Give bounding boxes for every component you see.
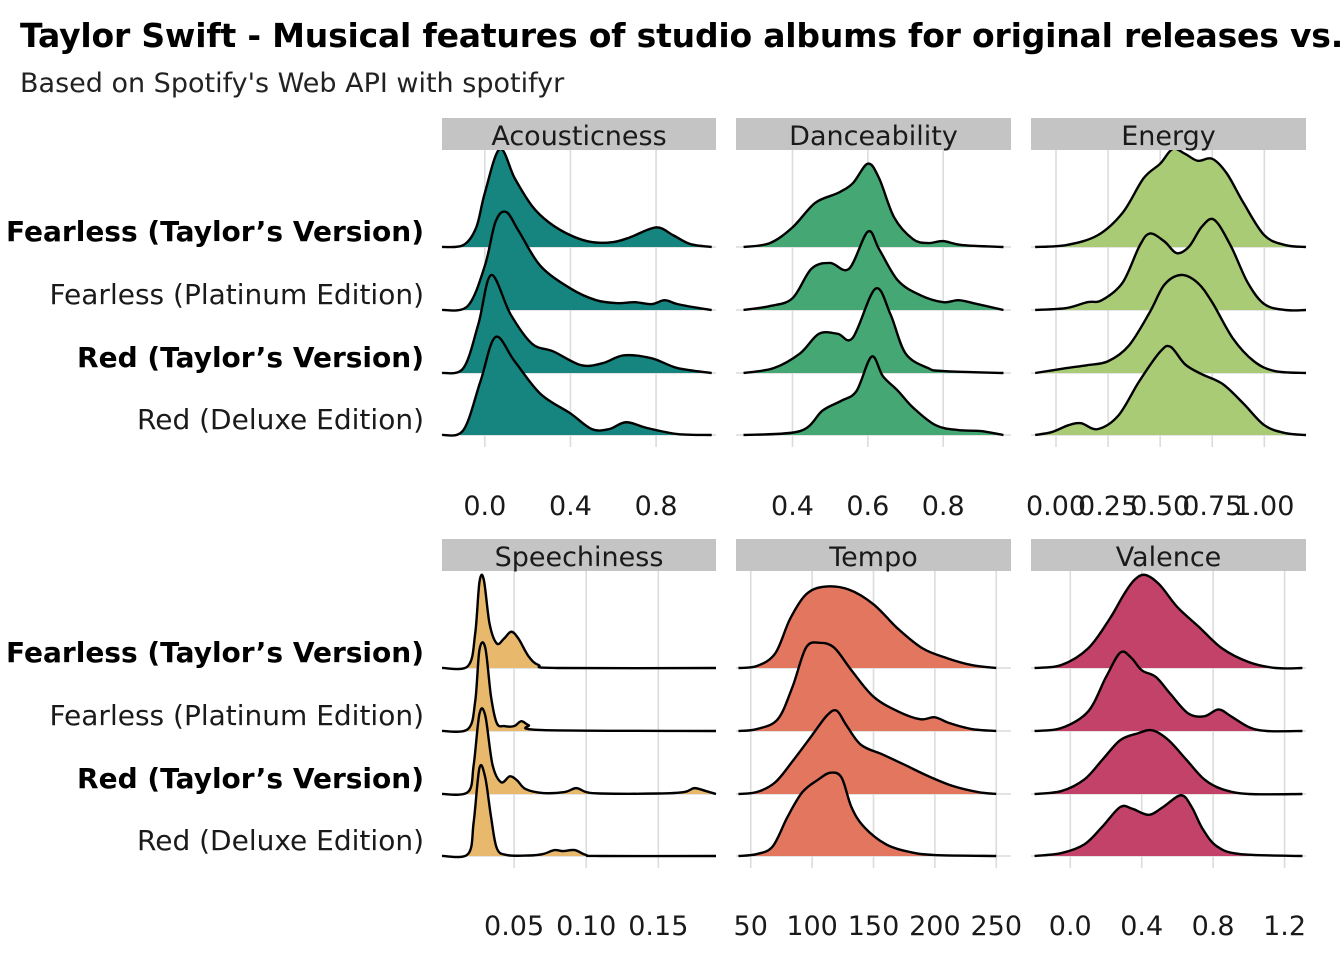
facet-label: Danceability [789,121,958,152]
panel-speechiness: Speechiness 0.05 0.10 0.15 [441,539,717,942]
album-label: Red (Taylor’s Version) [77,762,424,795]
facet-label: Valence [1116,542,1222,573]
x-tick-label: 0.8 [635,491,678,522]
density-outline [743,229,1004,312]
facet-strip [1031,118,1306,150]
x-tick-label: 0.15 [628,911,688,942]
facet-strip [442,539,716,571]
density-ridge [1034,574,1303,669]
x-tick-label: 100 [786,911,838,942]
panel-danceability: Danceability 0.4 0.6 0.8 [736,118,1011,522]
album-label: Red (Taylor’s Version) [77,341,424,374]
x-tick-label: 0.50 [1130,491,1190,522]
density-outline [1034,573,1303,670]
x-tick-label: 0.75 [1182,491,1242,522]
facet-label: Tempo [828,542,917,573]
x-tick-label: 50 [734,911,768,942]
density-outline [738,709,997,796]
density-outline [738,641,997,733]
density-ridge [442,574,716,670]
panel-valence: Valence 0.0 0.4 0.8 1.2 [1031,539,1306,942]
density-outline [743,162,1004,249]
facet-label: Acousticness [491,121,666,152]
chart-title: Taylor Swift - Musical features of studi… [20,16,1344,55]
density-outline [1035,217,1307,312]
album-label: Red (Deluxe Edition) [137,403,424,436]
x-tick-label: 0.4 [1120,911,1163,942]
panel-tempo: Tempo 50 100 150 200 250 [734,539,1022,942]
x-tick-label: 0.8 [922,491,965,522]
density-outline [743,355,1004,437]
density-outline [1034,273,1307,375]
density-outline [1034,344,1307,437]
density-outline [1035,147,1307,249]
facet-strip [442,118,716,150]
facet-label: Energy [1121,121,1216,152]
panel-energy: Energy 0.000.250.500.751.00 [1026,118,1307,522]
x-tick-label: 0.0 [463,491,506,522]
density-outline [1034,650,1303,733]
density-ridge [743,288,1004,373]
density-ridge [1035,148,1306,247]
x-tick-label: 0.00 [1026,491,1086,522]
density-ridge [743,356,1004,435]
x-tick-label: 1.2 [1263,911,1306,942]
x-tick-label: 0.10 [556,911,616,942]
facet-strip [736,539,1011,571]
facet-label: Speechiness [495,542,664,573]
x-tick-label: 150 [848,911,900,942]
density-ridge [1034,730,1303,795]
density-outline [441,147,712,249]
density-outline [441,707,717,796]
density-ridge [743,231,1004,310]
x-tick-label: 200 [909,911,961,942]
density-outline [441,763,717,859]
x-tick-label: 0.05 [484,911,544,942]
x-tick-label: 0.6 [846,491,889,522]
panel-acousticness: Acousticness 0.0 0.4 0.8 [441,118,716,522]
density-ridge [442,211,712,311]
album-label: Fearless (Platinum Edition) [49,699,424,732]
density-ridge [1034,651,1303,732]
density-outline [441,573,717,671]
density-outline [441,335,712,437]
density-ridge [1034,795,1303,856]
x-tick-label: 0.4 [549,491,592,522]
density-ridge [442,336,712,436]
x-tick-label: 0.8 [1192,911,1235,942]
chart-subtitle: Based on Spotify's Web API with spotifyr [20,68,565,99]
density-outline [743,287,1004,375]
density-ridge [743,163,1004,247]
density-ridge [1035,274,1306,373]
density-ridge [1035,345,1306,435]
density-ridge [738,586,997,668]
album-label: Fearless (Taylor’s Version) [6,215,424,248]
density-ridge [1035,218,1306,311]
x-tick-label: 0.4 [771,491,814,522]
density-outline [441,641,717,733]
x-tick-label: 0.25 [1078,491,1138,522]
facet-strip [736,118,1011,150]
x-tick-label: 250 [970,911,1022,942]
density-ridge [442,765,716,858]
density-outline [441,210,712,312]
album-label: Fearless (Platinum Edition) [49,278,424,311]
facet-strip [1031,539,1306,571]
x-tick-label: 0.0 [1049,911,1092,942]
density-outline [1034,794,1303,858]
density-outline [738,585,997,670]
album-label: Fearless (Taylor’s Version) [6,636,424,669]
density-ridge [442,274,712,374]
x-tick-label: 1.00 [1234,491,1294,522]
density-ridge [738,642,997,731]
density-outline [441,273,712,375]
album-label: Red (Deluxe Edition) [137,824,424,857]
density-ridge [738,710,997,794]
density-outline [738,771,997,858]
density-outline [1034,728,1303,796]
